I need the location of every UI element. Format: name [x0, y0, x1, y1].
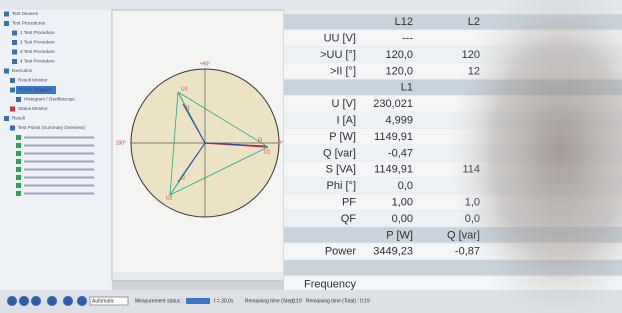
- tree-item: Execution: [12, 68, 33, 73]
- cell-value: 120,0: [385, 49, 413, 61]
- row-label: P [W]: [329, 131, 356, 143]
- tree-icon: [12, 59, 17, 64]
- tree-item: 1 Test Procedure: [20, 30, 55, 35]
- row-label: Power: [325, 246, 357, 258]
- cell-value: 3449,23: [373, 246, 413, 258]
- toolbar-text: 0:19: [292, 298, 302, 304]
- tree-icon: [12, 50, 17, 55]
- row-label: PF: [342, 197, 356, 209]
- tree-item: Result: [12, 116, 26, 121]
- toolbar-button[interactable]: [7, 296, 17, 306]
- cell-value: 0,0: [398, 180, 413, 192]
- toolbar-button[interactable]: [63, 296, 73, 306]
- row-label: Phi [°]: [327, 180, 356, 192]
- row-label: I [A]: [336, 115, 356, 127]
- tree-placeholder: [24, 169, 94, 171]
- tree-placeholder: [24, 153, 94, 155]
- row-label: >II [°]: [330, 65, 356, 77]
- row-label: Q [var]: [323, 147, 356, 159]
- tree-item: Result Monitor: [18, 78, 48, 83]
- tree-item: Histogram / Oscilloscope: [24, 97, 75, 102]
- cell-value: 230,021: [373, 98, 413, 110]
- tree-icon: [16, 159, 21, 164]
- tree-icon: [4, 12, 9, 17]
- cell-value: 4,999: [385, 115, 413, 127]
- tree-icon: [10, 78, 15, 83]
- phasor-footer: [113, 272, 283, 280]
- tree-item: Phasor Diagram: [18, 87, 51, 92]
- tree-icon: [16, 183, 21, 188]
- column-header: L2: [468, 16, 480, 28]
- vector-label: U3: [181, 86, 188, 92]
- toolbar-button[interactable]: [47, 296, 57, 306]
- status-progress: [186, 298, 210, 304]
- screen: Test Devices Test Procedures 1 Test Proced…: [0, 0, 622, 313]
- vector-label: U2: [166, 195, 173, 201]
- phasor-angle: 0°: [278, 140, 283, 146]
- tree-placeholder: [24, 161, 94, 163]
- tree-icon: [12, 31, 17, 36]
- tree-icon: [10, 107, 15, 112]
- toolbar-text: Automatic: [92, 298, 115, 304]
- toolbar-text: t = 30,0s: [214, 298, 234, 304]
- cell-value: -0,47: [388, 147, 413, 159]
- tree-item: Test Procedures: [12, 21, 46, 26]
- toolbar-button[interactable]: [77, 296, 87, 306]
- toolbar-text: Remaining time (Total) :: [306, 298, 359, 304]
- tree-icon: [12, 40, 17, 45]
- cell-value: 0,00: [392, 213, 413, 225]
- row-label: UU [V]: [324, 33, 356, 45]
- cell-value: 1149,91: [374, 131, 413, 143]
- vector-label: I2: [181, 175, 185, 181]
- toolbar-text: 0:19: [360, 298, 370, 304]
- tree-item: Status Monitor: [18, 106, 48, 111]
- tree-placeholder: [24, 145, 94, 147]
- tree-icon: [4, 116, 9, 121]
- tree-icon: [16, 143, 21, 148]
- phasor-angle: +90°: [200, 61, 210, 67]
- toolbar-text: Remaining time (Step) :: [245, 298, 298, 304]
- tree-placeholder: [24, 185, 94, 187]
- tree-item: Test Points (Summary Overview): [18, 125, 85, 130]
- tree-icon: [16, 135, 21, 140]
- tree-icon: [16, 191, 21, 196]
- column-header: L12: [395, 16, 413, 28]
- cell-value: 1,00: [392, 197, 413, 209]
- cell-value: 120,0: [385, 65, 413, 77]
- tree-placeholder: [24, 137, 94, 139]
- column-header: P [W]: [386, 229, 413, 241]
- tree-icon: [4, 21, 9, 26]
- tree-icon: [16, 151, 21, 156]
- row-label: U [V]: [332, 98, 356, 110]
- tree-item: 2 Test Procedure: [20, 40, 55, 45]
- vector-label: I3: [258, 137, 262, 143]
- tree-icon: [10, 126, 15, 131]
- tree-item: 4 Test Procedure: [20, 59, 55, 64]
- toolbar-button[interactable]: [31, 296, 41, 306]
- row-label: QF: [341, 213, 357, 225]
- phasor-angle: 180°: [116, 140, 126, 146]
- vector-label: I1: [186, 105, 190, 111]
- tree-item: Test Devices: [12, 11, 39, 16]
- tree-placeholder: [24, 193, 94, 195]
- vector-label: U1: [264, 149, 271, 155]
- tree-icon: [10, 88, 15, 93]
- tree-item: 3 Test Procedure: [20, 49, 55, 54]
- toolbar-button[interactable]: [19, 296, 29, 306]
- cell-value: 1149,91: [374, 164, 413, 176]
- tree-icon: [16, 175, 21, 180]
- tree-icon: [4, 69, 9, 74]
- cell-value: ---: [402, 33, 413, 45]
- column-header: L1: [401, 82, 413, 94]
- row-label: >UU [°]: [320, 49, 356, 61]
- tree-icon: [16, 167, 21, 172]
- toolbar-text: Measurement status :: [135, 298, 183, 304]
- tree-icon: [16, 97, 21, 102]
- row-label: Frequency: [304, 279, 356, 291]
- tree-placeholder: [24, 177, 94, 179]
- row-label: S [VA]: [326, 164, 356, 176]
